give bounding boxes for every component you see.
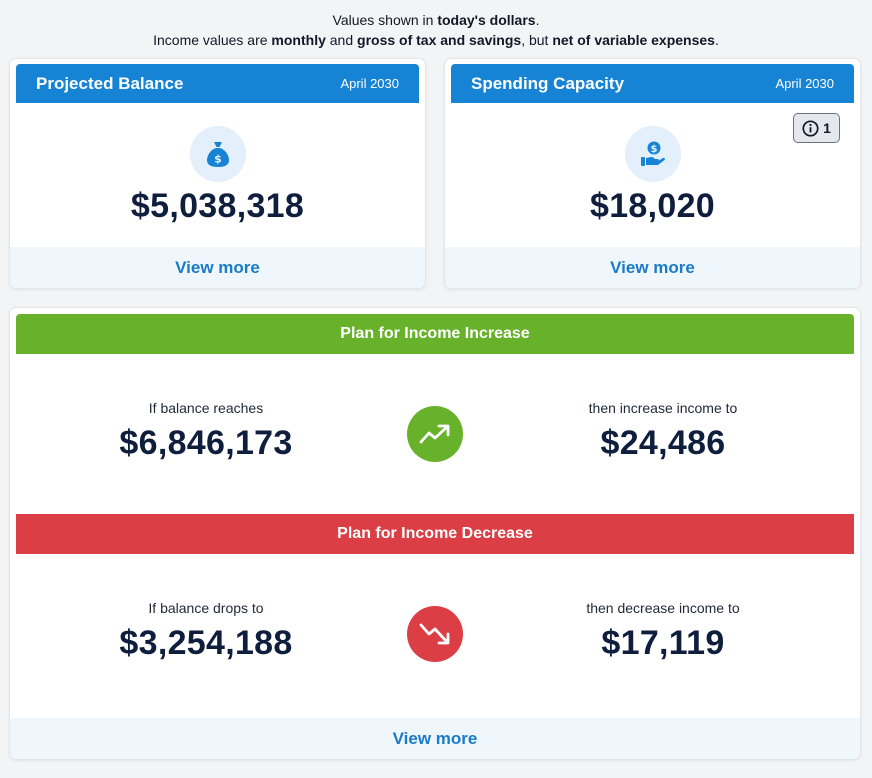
info-badge-button[interactable]: 1 xyxy=(793,113,840,143)
svg-text:$: $ xyxy=(650,144,657,155)
decrease-balance-label: If balance drops to xyxy=(148,600,264,616)
trending-down-icon xyxy=(407,606,463,662)
trending-up-icon xyxy=(407,406,463,462)
income-plan-card: Plan for Income Increase If balance reac… xyxy=(10,308,860,759)
decrease-income-label: then decrease income to xyxy=(586,600,740,616)
page-notes: Values shown in today's dollars. Income … xyxy=(0,10,872,50)
notes-text: Values shown in xyxy=(332,12,438,28)
increase-balance-block: If balance reaches $6,846,173 xyxy=(56,400,356,463)
projected-balance-card: Projected Balance April 2030 $ $5,038,31… xyxy=(10,59,425,288)
increase-income-value: $24,486 xyxy=(600,424,726,462)
notes-line-2: Income values are monthly and gross of t… xyxy=(0,30,872,50)
decrease-balance-block: If balance drops to $3,254,188 xyxy=(56,600,356,663)
projected-balance-amount: $5,038,318 xyxy=(130,187,305,225)
spending-capacity-card: Spending Capacity April 2030 1 $ $18,020… xyxy=(445,59,860,288)
notes-emphasis: today's dollars xyxy=(437,12,536,28)
view-more-button[interactable]: View more xyxy=(10,718,860,759)
increase-balance-label: If balance reaches xyxy=(148,400,264,416)
increase-balance-value: $6,846,173 xyxy=(119,424,293,462)
notes-line-1: Values shown in today's dollars. xyxy=(0,10,872,30)
decrease-income-block: then decrease income to $17,119 xyxy=(513,600,813,663)
spending-capacity-amount: $18,020 xyxy=(589,187,715,225)
card-title: Projected Balance xyxy=(36,73,184,93)
card-date: April 2030 xyxy=(775,76,834,91)
increase-income-label: then increase income to xyxy=(588,400,738,416)
income-increase-header: Plan for Income Increase xyxy=(16,314,854,354)
info-count: 1 xyxy=(823,120,831,136)
card-title: Spending Capacity xyxy=(471,73,625,93)
spending-capacity-header: Spending Capacity April 2030 xyxy=(451,64,854,103)
increase-income-block: then increase income to $24,486 xyxy=(513,400,813,463)
decrease-income-value: $17,119 xyxy=(601,624,725,662)
hand-dollar-icon: $ xyxy=(624,126,681,182)
svg-text:$: $ xyxy=(214,153,222,166)
money-bag-icon: $ xyxy=(189,126,246,182)
notes-text: . xyxy=(535,12,540,28)
view-more-button[interactable]: View more xyxy=(10,247,425,288)
info-icon xyxy=(802,119,819,137)
notes-emphasis: gross of tax and savings xyxy=(357,32,522,48)
decrease-balance-value: $3,254,188 xyxy=(119,624,293,662)
notes-text: , but xyxy=(521,32,553,48)
notes-text: . xyxy=(714,32,719,48)
notes-text: Income values are xyxy=(153,32,272,48)
income-decrease-header: Plan for Income Decrease xyxy=(16,514,854,554)
notes-emphasis: net of variable expenses xyxy=(552,32,715,48)
card-date: April 2030 xyxy=(340,76,399,91)
projected-balance-header: Projected Balance April 2030 xyxy=(16,64,419,103)
view-more-button[interactable]: View more xyxy=(445,247,860,288)
notes-text: and xyxy=(325,32,358,48)
notes-emphasis: monthly xyxy=(271,32,326,48)
